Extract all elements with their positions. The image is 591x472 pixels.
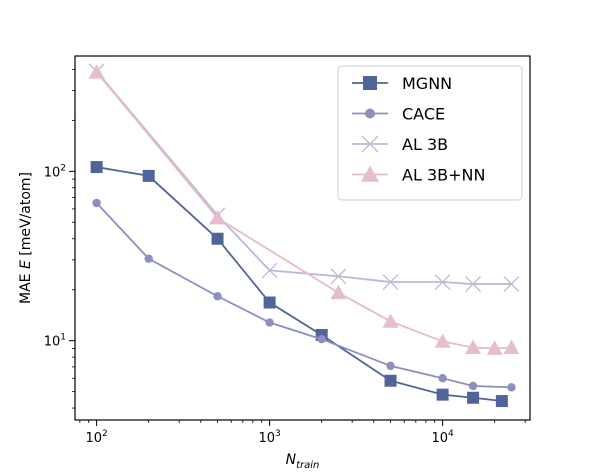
data-point	[90, 161, 103, 174]
y-axis-label: MAE E [meV/atom]	[18, 172, 34, 304]
data-point	[209, 210, 226, 225]
data-point	[330, 284, 347, 300]
data-point	[382, 274, 399, 290]
data-point	[263, 296, 276, 309]
legend-label: AL 3B	[402, 135, 448, 154]
data-point	[503, 276, 520, 292]
legend-entry: CACE	[352, 105, 445, 124]
legend: MGNN CACE AL 3B AL 3B+NN	[337, 65, 523, 201]
legend-label: AL 3B+NN	[402, 166, 485, 185]
data-point	[384, 374, 397, 387]
legend-marker	[361, 165, 379, 182]
series-cace	[92, 198, 516, 392]
data-point	[92, 198, 101, 208]
data-point	[507, 383, 516, 392]
legend-marker	[361, 135, 379, 153]
series-al-3b-nn	[88, 64, 520, 355]
data-point	[330, 268, 347, 285]
data-point	[438, 374, 447, 383]
series-line	[95, 202, 512, 389]
x-marker-stroke	[503, 276, 520, 292]
data-point	[495, 395, 508, 408]
data-point	[382, 313, 399, 328]
data-point	[434, 333, 451, 348]
x-tick-label: 104	[431, 429, 454, 446]
data-point	[468, 381, 478, 391]
legend-box	[337, 65, 523, 201]
data-point	[88, 64, 105, 79]
series-line	[95, 70, 512, 285]
plot-frame	[74, 55, 531, 421]
data-point	[436, 388, 449, 401]
data-point	[486, 340, 503, 355]
legend-label: MGNN	[402, 74, 452, 93]
x-marker-stroke	[361, 135, 379, 153]
data-point	[467, 391, 480, 404]
data-point	[213, 292, 222, 301]
legend-entry: AL 3B+NN	[352, 165, 485, 185]
axes-layer: 102 103 104 101 102 Ntrain MAE E [meV/atom]	[18, 69, 526, 471]
data-point	[144, 254, 153, 263]
data-point	[261, 262, 278, 279]
y-tick-label: 102	[44, 163, 66, 180]
data-point	[317, 335, 326, 344]
x-marker-stroke	[434, 274, 451, 290]
x-marker-stroke	[382, 274, 399, 290]
data-point	[142, 169, 155, 182]
legend-marker	[365, 108, 375, 119]
series-mgnn	[90, 161, 508, 408]
x-tick-label: 102	[85, 429, 107, 446]
x-marker-stroke	[330, 268, 347, 285]
data-point	[465, 276, 482, 292]
x-marker-stroke	[465, 276, 482, 292]
legend-marker	[363, 76, 377, 90]
x-tick-label: 103	[258, 429, 280, 446]
data-point	[434, 274, 451, 290]
legend-label: CACE	[402, 105, 445, 124]
x-marker-stroke	[261, 262, 278, 279]
data-point	[503, 339, 520, 355]
data-point	[211, 232, 224, 245]
data-point	[465, 339, 482, 355]
x-axis-label: Ntrain	[286, 452, 320, 471]
legend-entry: AL 3B	[352, 135, 448, 154]
legend-entry: MGNN	[352, 74, 452, 93]
data-point	[386, 361, 395, 371]
data-point	[265, 318, 274, 327]
plot-layer	[88, 63, 520, 408]
y-tick-label: 101	[44, 333, 66, 350]
